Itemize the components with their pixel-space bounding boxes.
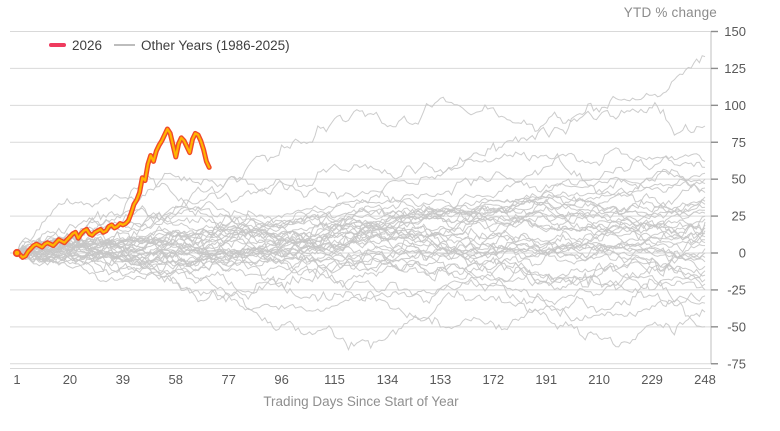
x-tick-label-229: 229	[641, 372, 663, 387]
x-tick-label-20: 20	[63, 372, 77, 387]
y-tick-label-75: 75	[732, 135, 746, 150]
line-2026-group	[12, 126, 212, 260]
legend-2026-label: 2026	[72, 37, 103, 53]
y-tick-label--75: -75	[727, 356, 746, 371]
x-axis-title: Trading Days Since Start of Year	[263, 394, 459, 409]
x-tick-label-77: 77	[221, 372, 235, 387]
y-tick-label-150: 150	[724, 24, 746, 39]
year-line	[16, 251, 706, 287]
year-line	[16, 252, 706, 352]
y-tick-label-100: 100	[724, 98, 746, 113]
x-tick-label-210: 210	[588, 372, 610, 387]
x-tick-label-96: 96	[274, 372, 288, 387]
legend-2026-swatch	[49, 42, 66, 48]
year-line	[16, 168, 706, 257]
year-line	[16, 147, 706, 263]
x-tick-label-39: 39	[116, 372, 130, 387]
y-axis: 150 125 100 75 50 25 0 -25 -50 -75	[710, 24, 746, 371]
x-tick-label-172: 172	[482, 372, 504, 387]
x-tick-label-134: 134	[377, 372, 399, 387]
year-line	[16, 55, 706, 256]
x-axis: 1 20 39 58 77 96 115 134 153 172 191 210 229 248	[13, 372, 715, 387]
year-line	[16, 198, 706, 254]
chart-legend: 2026 Other Years (1986-2025)	[49, 37, 290, 53]
year-line	[16, 176, 706, 254]
y-tick-label-125: 125	[724, 61, 746, 76]
line-2026-start-dot	[12, 248, 22, 258]
y-tick-label-0: 0	[739, 246, 746, 261]
y-tick-label-50: 50	[732, 172, 746, 187]
y-tick-label-25: 25	[732, 209, 746, 224]
y-tick-label--25: -25	[727, 282, 746, 297]
x-tick-label-1: 1	[13, 372, 20, 387]
year-line	[16, 234, 706, 266]
year-line	[16, 238, 706, 328]
year-line	[16, 230, 706, 271]
year-line	[16, 151, 706, 254]
year-line	[16, 246, 706, 305]
year-line	[16, 174, 706, 322]
year-line	[16, 248, 706, 313]
other-years-lines	[16, 55, 706, 352]
legend-other-years-swatch	[114, 44, 136, 46]
x-tick-label-153: 153	[430, 372, 452, 387]
year-line	[16, 228, 706, 306]
legend-other-years-label: Other Years (1986-2025)	[141, 37, 290, 53]
x-tick-label-115: 115	[324, 372, 345, 387]
year-line	[17, 223, 706, 278]
line-2026	[15, 127, 211, 259]
year-line	[16, 155, 706, 265]
x-tick-label-58: 58	[169, 372, 183, 387]
x-tick-label-248: 248	[694, 372, 716, 387]
x-tick-label-191: 191	[535, 372, 557, 387]
year-line	[16, 195, 706, 254]
year-line	[16, 226, 706, 275]
y-axis-title: YTD % change	[623, 5, 717, 20]
y-tick-label--50: -50	[727, 319, 746, 334]
